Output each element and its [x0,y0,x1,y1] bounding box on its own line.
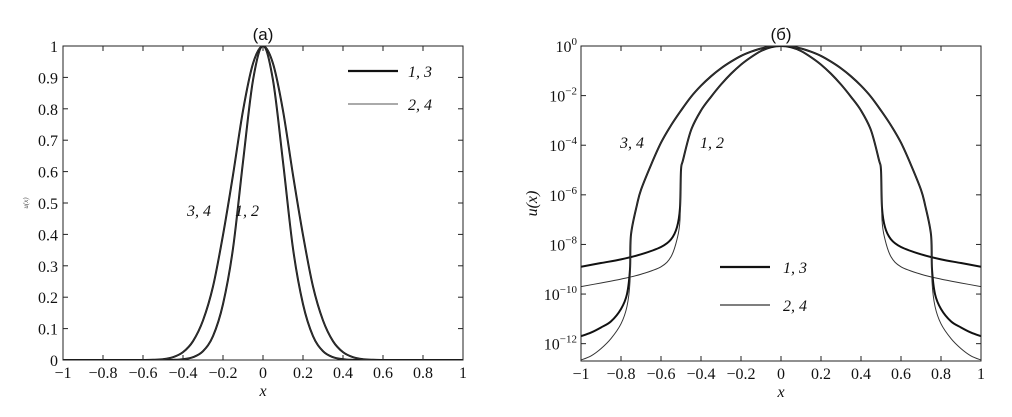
chart-panel-b: −1 −0.8 −0.6 −0.4 −0.2 0 0.2 0.4 0.6 0.8 110010−21… [524,25,985,401]
y-tick-base: 10 [549,138,565,155]
x-tick-label: −0.6 [646,366,675,383]
y-tick-label: 10−8 [549,234,577,254]
series-line-2 [581,46,981,288]
x-tick-label: 0.8 [931,366,951,383]
y-tick-label: 0.2 [38,290,58,307]
y-tick-label: 10−6 [549,185,577,205]
y-tick-base: 10 [556,39,572,56]
chart-title: (б) [770,25,791,44]
x-tick-label: −0.4 [686,366,715,383]
y-axis-label: u(x) [22,197,30,209]
y-tick-exponent: 0 [572,36,578,48]
x-tick-label: −0.8 [606,366,635,383]
y-tick-base: 10 [549,89,565,106]
y-tick-label: 0 [50,353,58,370]
y-tick-label: 0.1 [38,322,58,339]
y-tick-label: 0.4 [38,227,58,244]
x-tick-label: −0.6 [128,365,157,382]
series-line-1 [581,46,981,268]
y-tick-base: 10 [549,188,565,205]
x-tick-label: 0.6 [373,365,393,382]
x-tick-label: 0.4 [333,365,353,382]
x-tick-label: −1 [572,366,589,383]
y-tick-exponent: −2 [565,86,577,98]
series-line-3 [63,46,463,360]
y-tick-label: 100 [556,36,578,56]
y-tick-label: 0.8 [38,102,58,119]
x-tick-label: 0 [259,365,267,382]
x-tick-label: −0.2 [726,366,755,383]
y-tick-exponent: −4 [565,135,577,147]
x-tick-label: −0.4 [168,365,197,382]
y-tick-exponent: −12 [560,334,577,346]
y-tick-label: 10−4 [549,135,577,155]
legend-label: 2, 4 [783,298,807,315]
series-line-1 [63,46,463,360]
x-tick-label: −0.2 [208,365,237,382]
curve-annotation: 1, 2 [235,203,259,220]
curve-annotation: 3, 4 [186,203,211,220]
x-tick-label: 0.8 [413,365,433,382]
series-line-4 [581,46,981,361]
y-tick-label: 0.7 [38,133,58,150]
y-tick-base: 10 [544,287,560,304]
y-tick-label: 0.9 [38,70,58,87]
x-tick-label: 1 [459,365,467,382]
curve-annotation: 1, 2 [700,135,724,152]
y-tick-exponent: −10 [560,284,578,296]
plot-frame [580,45,982,362]
y-tick-label: 0.3 [38,259,58,276]
x-axis-label: x [258,383,266,400]
chart-panel-a: −1 −0.8 −0.6 −0.4 −0.2 0 0.2 0.4 0.6 0.8 1 0 0.1 0.2 0… [22,25,467,400]
y-tick-base: 10 [549,237,565,254]
legend: 1, 3 2, 4 [348,64,432,114]
y-tick-exponent: −6 [565,185,577,197]
x-tick-label: 0 [777,366,785,383]
curve-annotation: 3, 4 [619,135,644,152]
series-line-4 [63,46,463,360]
chart-title: (a) [253,25,274,44]
y-tick-base: 10 [544,337,560,354]
x-tick-label: −0.8 [88,365,117,382]
y-tick-label: 10−12 [544,334,577,354]
series-line-2 [63,46,463,360]
x-tick-label: 0.2 [811,366,831,383]
y-axis-label: u(x) [524,191,541,217]
x-tick-label: 0.2 [293,365,313,382]
plot-frame [62,45,464,361]
y-tick-label: 1 [50,39,58,56]
x-axis-label: x [776,384,784,401]
y-tick-label: 0.5 [38,196,58,213]
x-tick-label: 1 [977,366,985,383]
y-tick-label: 0.6 [38,165,58,182]
y-tick-label: 10−10 [544,284,578,304]
legend: 1, 3 2, 4 [720,260,807,315]
x-tick-label: 0.6 [891,366,911,383]
x-tick-label: 0.4 [851,366,871,383]
legend-label: 1, 3 [783,260,807,277]
legend-label: 1, 3 [408,64,432,81]
y-tick-label: 10−2 [549,86,577,106]
series-group [63,46,463,360]
x-tick-label: −1 [54,365,71,382]
series-group [581,46,981,361]
legend-label: 2, 4 [408,97,432,114]
y-tick-exponent: −8 [565,234,577,246]
